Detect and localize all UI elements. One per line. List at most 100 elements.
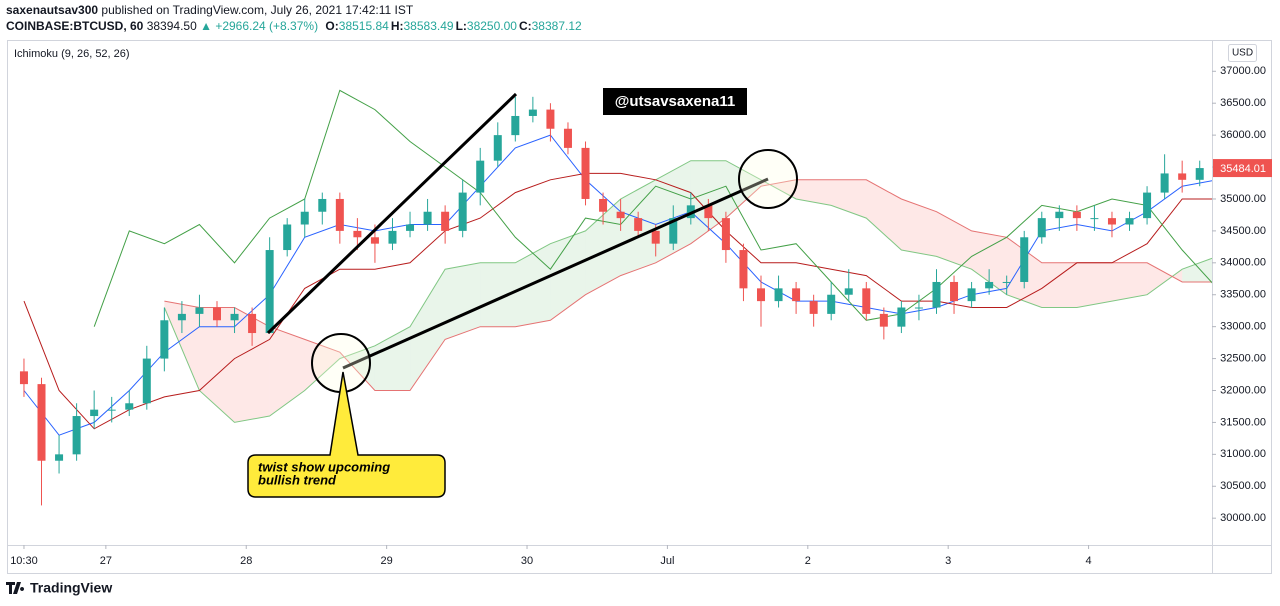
ohlc-value: 38515.84 [339,19,389,33]
candle-body [1020,237,1029,282]
cloud-fill [831,179,867,219]
y-tick-label: 30000.00 [1220,512,1266,524]
candle-body [932,281,941,308]
candle-body [844,288,853,295]
cloud-fill [199,307,235,423]
senkou-span-a [163,160,1212,423]
candle-body [950,281,959,302]
candle-body [967,288,976,302]
candle-body [476,160,485,193]
candle-body [739,250,748,289]
candle-body [1195,168,1204,180]
y-tick-label: 36500.00 [1220,97,1266,109]
candle-body [353,230,362,238]
cloud-fill [901,198,937,257]
callout-text: twist show upcoming [258,459,390,474]
candle-body [563,128,572,148]
plot-area [19,89,1212,506]
candle-body [1037,218,1046,238]
cloud-fill [234,307,270,423]
trend-line [342,177,769,370]
watermark-box [603,88,747,115]
y-tick-label: 34500.00 [1220,225,1266,237]
candle-body [1055,211,1064,219]
cloud-fill [936,211,972,270]
candle-body [1143,192,1152,219]
ichimoku-line [93,89,1212,327]
symbol-line: COINBASE:BTCUSD, 60 38394.50 ▲ +2966.24 … [6,19,582,33]
candle-body [914,307,923,309]
candle-body [1107,218,1116,225]
ohlc-key: H: [391,19,404,33]
annotations: twist show upcoming bullish trend @utsav… [247,88,798,498]
x-tick-label: 3 [945,555,951,567]
x-tick-label: 4 [1086,555,1092,567]
cloud-fill [550,230,586,321]
candle-body [160,320,169,359]
candle-body [1072,211,1081,219]
candle-body [634,218,643,231]
candle-body [212,307,221,321]
candle-body [441,211,450,231]
symbol: COINBASE:BTCUSD, 60 [6,19,144,33]
ohlc-key: O: [325,19,338,33]
candle-body [862,288,871,314]
candle-body [1160,173,1169,193]
candle-body [370,237,379,244]
candle-body [283,224,292,251]
x-tick-label: 30 [521,555,533,567]
ohlc-key: L: [456,19,467,33]
ichimoku-line [23,172,1212,430]
candle-body [809,301,818,314]
cloud-fill [1182,258,1212,282]
frame [7,40,1272,574]
candle-body [177,313,186,321]
ohlc-value: 38250.00 [467,19,517,33]
candle-body [1002,281,1011,283]
cloud-fill [1111,262,1148,302]
candle-body [704,205,713,219]
candle-body [265,250,274,334]
indicator-label: Ichimoku (9, 26, 52, 26) [14,48,130,60]
cloud-fill [971,230,1007,295]
y-tick-label: 35000.00 [1220,193,1266,205]
candle-body [72,416,81,455]
change: ▲ +2966.24 (+8.37%) [200,19,318,33]
footer-brand: TradingView [30,580,112,596]
senkou-span-b [164,179,1212,391]
cloud-fill [866,179,902,251]
callout-text: bullish trend [258,472,337,487]
currency: USD [1232,48,1253,59]
x-tick-label: 10:30 [10,555,38,567]
watermark: @utsavsaxena11 [615,93,736,110]
candle-body [985,281,994,289]
y-tick-label: 32000.00 [1220,384,1266,396]
trend-line [266,92,518,335]
candle-body [528,109,537,116]
cloud-fill [796,179,832,206]
x-tick-label: 28 [240,555,252,567]
candle-body [458,192,467,231]
y-tick-label: 30500.00 [1220,480,1266,492]
logo-icon [6,582,25,594]
candle-body [879,313,888,327]
candle-body [423,211,432,225]
x-tick-label: Jul [660,555,674,567]
cloud-fill [1041,262,1077,308]
candle-body [792,288,801,302]
cloud-fill [164,301,200,391]
ohlc-key: C: [519,19,532,33]
cloud-fill [269,326,305,417]
price: 38394.50 [147,19,197,33]
candle-body [774,288,783,302]
x-tick-label: 2 [805,555,811,567]
candle-body [195,307,204,314]
published: published on TradingView.com, July 26, 2… [101,3,413,17]
candle-body [581,147,590,199]
publish-line: saxenautsav300 published on TradingView.… [6,3,414,17]
footer-logo: TradingView [6,580,112,596]
candle-body [511,115,520,136]
ohlc-value: 38583.49 [404,19,454,33]
y-tick-label: 31000.00 [1220,448,1266,460]
